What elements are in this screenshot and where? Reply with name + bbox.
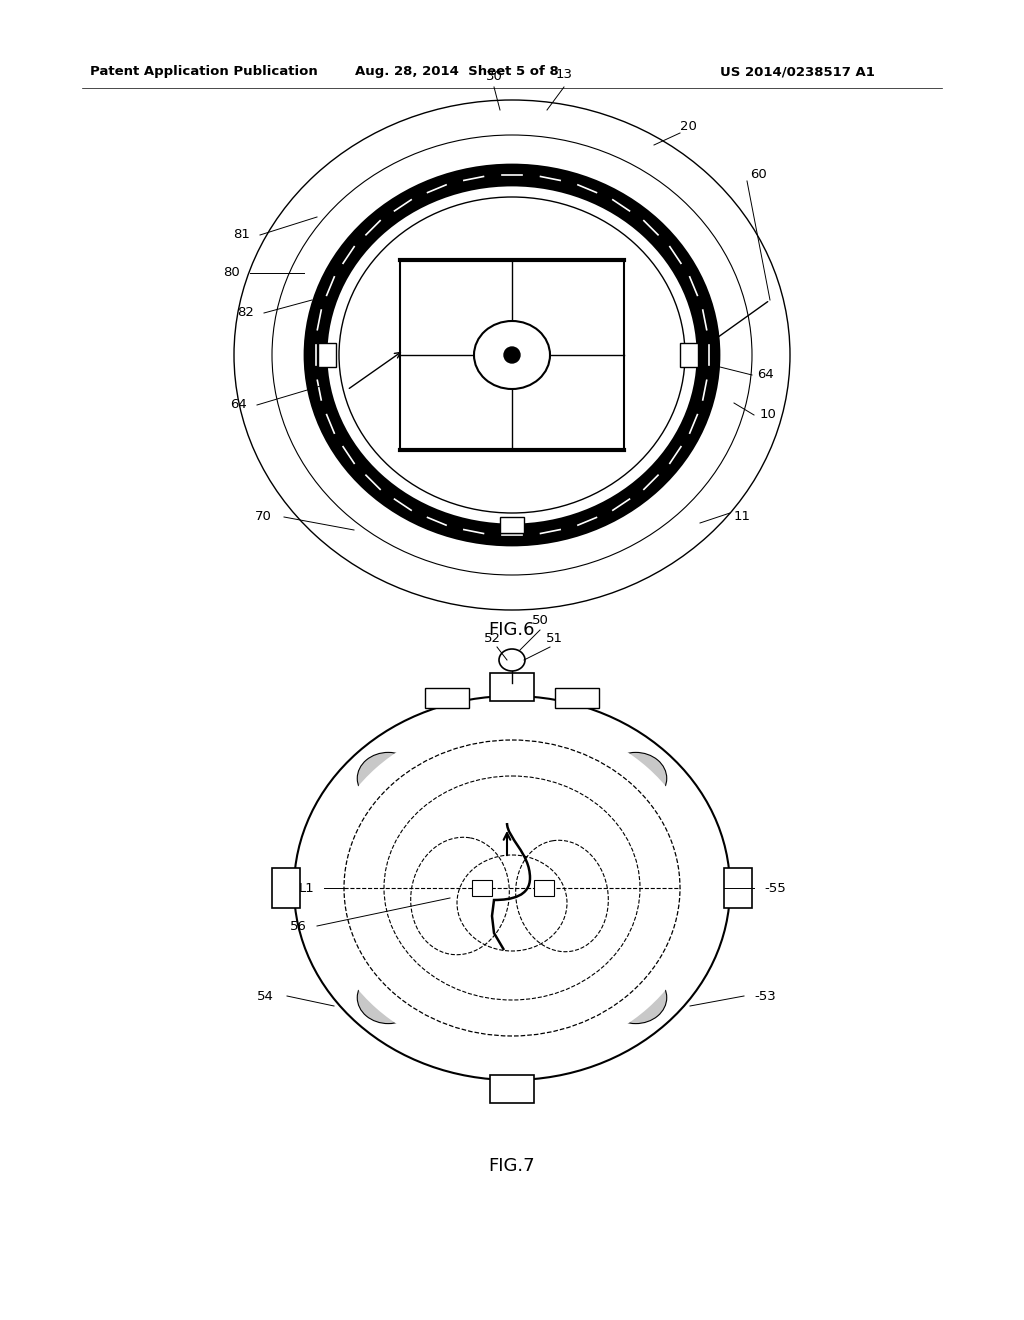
Ellipse shape — [339, 197, 685, 513]
Text: FIG.7: FIG.7 — [488, 1158, 536, 1175]
Text: 11: 11 — [734, 511, 751, 524]
Ellipse shape — [305, 165, 719, 545]
Bar — [472, 880, 492, 896]
Ellipse shape — [499, 649, 525, 671]
Text: 50: 50 — [531, 614, 549, 627]
Text: 56: 56 — [290, 920, 307, 932]
Text: 64: 64 — [757, 368, 774, 381]
Ellipse shape — [294, 696, 730, 1080]
Text: -53: -53 — [754, 990, 776, 1002]
Text: 64: 64 — [230, 399, 247, 412]
Text: Patent Application Publication: Patent Application Publication — [90, 66, 317, 78]
Ellipse shape — [357, 972, 419, 1023]
Text: Aug. 28, 2014  Sheet 5 of 8: Aug. 28, 2014 Sheet 5 of 8 — [355, 66, 559, 78]
Ellipse shape — [305, 165, 719, 545]
Text: US 2014/0238517 A1: US 2014/0238517 A1 — [720, 66, 874, 78]
Bar — [400, 260, 624, 450]
Bar — [425, 688, 469, 708]
Text: L1: L1 — [298, 882, 314, 895]
Text: 81: 81 — [233, 228, 250, 242]
Bar — [490, 1074, 534, 1104]
Bar — [490, 673, 534, 701]
Ellipse shape — [357, 752, 419, 804]
Ellipse shape — [319, 718, 705, 1059]
Text: 10: 10 — [760, 408, 777, 421]
Text: -55: -55 — [764, 882, 785, 895]
Text: 54: 54 — [257, 990, 274, 1002]
Ellipse shape — [504, 347, 520, 363]
Ellipse shape — [326, 185, 698, 525]
Text: 13: 13 — [555, 69, 572, 82]
Bar — [555, 688, 599, 708]
Text: 60: 60 — [750, 169, 767, 181]
Text: 80: 80 — [223, 267, 240, 280]
Bar — [534, 880, 554, 896]
Text: 51: 51 — [546, 631, 562, 644]
Text: FIG.6: FIG.6 — [488, 620, 536, 639]
Text: 30: 30 — [485, 70, 503, 83]
Bar — [724, 869, 752, 908]
Ellipse shape — [474, 321, 550, 389]
Ellipse shape — [605, 752, 667, 804]
Bar — [500, 517, 524, 533]
Bar — [318, 343, 336, 367]
Text: 20: 20 — [680, 120, 697, 133]
Text: 70: 70 — [255, 511, 272, 524]
Bar — [680, 343, 698, 367]
Text: 52: 52 — [483, 631, 501, 644]
Bar — [272, 869, 300, 908]
Ellipse shape — [605, 972, 667, 1023]
Text: 82: 82 — [238, 306, 254, 319]
